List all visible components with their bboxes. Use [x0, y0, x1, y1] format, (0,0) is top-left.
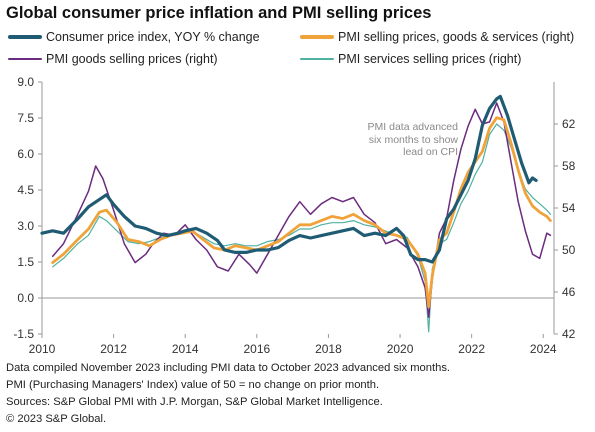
y-left-tick-label: -1.5: [13, 327, 34, 341]
legend-label-pmi-services: PMI services selling prices (right): [338, 52, 522, 66]
x-tick-label: 2014: [172, 342, 199, 356]
y-left-tick-label: 0.0: [17, 291, 34, 305]
legend-swatch-pmi-total: [300, 35, 334, 39]
legend-item-pmi-total: PMI selling prices, goods & services (ri…: [300, 30, 574, 44]
footnote-pmi-definition: PMI (Purchasing Managers' Index) value o…: [6, 379, 380, 391]
y-left-tick-label: 4.5: [17, 183, 34, 197]
legend-swatch-pmi-services: [300, 58, 334, 60]
legend-label-pmi-total: PMI selling prices, goods & services (ri…: [338, 30, 575, 44]
y-left-tick-label: 1.5: [17, 255, 34, 269]
y-right-tick-label: 50: [562, 243, 576, 257]
y-right-tick-label: 46: [562, 285, 576, 299]
y-right-tick-label: 42: [562, 327, 576, 341]
chart-title: Global consumer price inflation and PMI …: [6, 4, 432, 22]
x-tick-label: 2022: [458, 342, 485, 356]
y-left-tick-label: 9.0: [17, 75, 34, 89]
x-tick-label: 2016: [243, 342, 270, 356]
series-line-pmi-goods: [51, 102, 552, 318]
footnote-data-compiled: Data compiled November 2023 including PM…: [6, 362, 451, 374]
x-tick-label: 2012: [100, 342, 127, 356]
y-left-tick-label: 7.5: [17, 111, 34, 125]
legend-item-pmi-services: PMI services selling prices (right): [300, 52, 521, 66]
legend-label-pmi-goods: PMI goods selling prices (right): [46, 52, 218, 66]
series-line-cpi: [40, 94, 538, 264]
y-left-tick-label: 3.0: [17, 219, 34, 233]
legend-swatch-pmi-goods: [8, 58, 42, 60]
x-tick-label: 2024: [530, 342, 557, 356]
chart-legend: Consumer price index, YOY % change PMI s…: [0, 30, 595, 74]
x-tick-label: 2020: [387, 342, 414, 356]
y-left-tick-label: 6.0: [17, 147, 34, 161]
y-right-tick-label: 58: [562, 159, 576, 173]
series-line-pmi-services: [52, 123, 551, 333]
annotation-lead-note: PMI data advanced six months to show lea…: [367, 121, 458, 158]
legend-item-cpi: Consumer price index, YOY % change: [8, 30, 260, 44]
legend-item-pmi-goods: PMI goods selling prices (right): [8, 52, 218, 66]
legend-swatch-cpi: [8, 35, 42, 39]
footnote-sources: Sources: S&P Global PMI with J.P. Morgan…: [6, 396, 383, 408]
y-right-tick-label: 54: [562, 201, 576, 215]
x-tick-label: 2010: [29, 342, 56, 356]
y-right-tick-label: 62: [562, 117, 576, 131]
footnote-copyright: © 2023 S&P Global.: [6, 413, 107, 425]
x-tick-label: 2018: [315, 342, 342, 356]
series-line-pmi-total: [51, 116, 552, 309]
legend-label-cpi: Consumer price index, YOY % change: [46, 30, 260, 44]
